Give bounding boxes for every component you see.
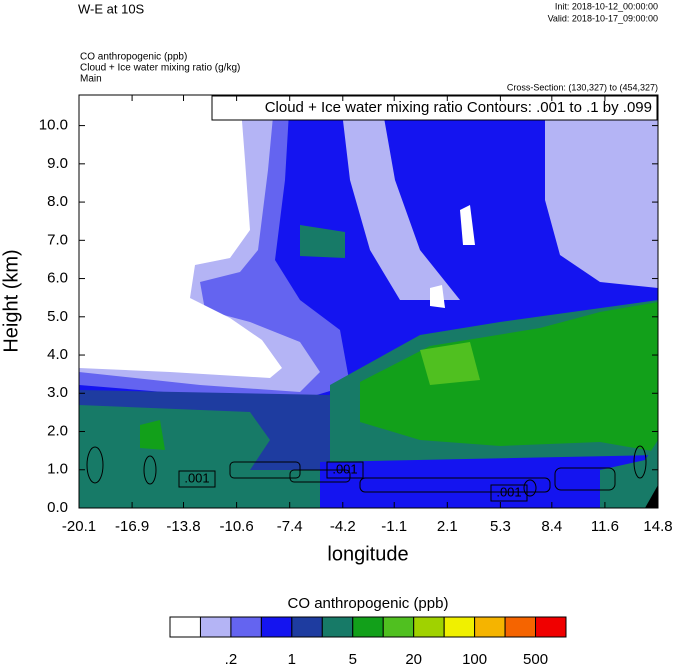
- y-tick-label: 8.0: [47, 193, 68, 210]
- colorbar-box: [291, 616, 323, 638]
- colorbar-box: [535, 616, 567, 638]
- y-tick-label: 0.0: [47, 499, 68, 516]
- valid-time: Valid: 2018-10-17_09:00:00: [548, 13, 658, 23]
- y-tick-label: 5.0: [47, 308, 68, 325]
- colorbar-box: [169, 616, 201, 638]
- contour-info: Cloud + Ice water mixing ratio Contours:…: [265, 99, 652, 116]
- cross-section: Cross-Section: (130,327) to (454,327): [507, 82, 658, 92]
- contour-label: .001: [496, 484, 521, 499]
- y-axis-label: Height (km): [0, 249, 22, 352]
- contour-field: [79, 95, 658, 508]
- plot-frame: [78, 94, 659, 509]
- colorbar-label: 500: [523, 651, 548, 667]
- x-tick-label: -4.2: [330, 518, 356, 535]
- x-tick-label: 5.3: [490, 518, 511, 535]
- colorbar-box: [474, 616, 506, 638]
- colorbar-label: 5: [349, 651, 357, 667]
- field-label: Cloud + Ice water mixing ratio (g/kg): [80, 63, 240, 74]
- contour-label: .001: [184, 470, 209, 485]
- y-tick-label: 6.0: [47, 270, 68, 287]
- contour-label-box: [326, 461, 364, 479]
- x-axis-label: longitude: [327, 543, 408, 565]
- x-tick-label: -1.1: [381, 518, 407, 535]
- x-tick-label: -10.6: [220, 518, 254, 535]
- contour-label: .001: [332, 461, 357, 476]
- colorbar-box: [260, 616, 293, 638]
- field-label: CO anthropogenic (ppb): [80, 52, 187, 63]
- colorbar-box: [230, 616, 262, 638]
- field-label: Main: [80, 74, 102, 85]
- x-tick-label: 11.6: [591, 518, 619, 535]
- y-tick-label: 1.0: [47, 461, 68, 478]
- y-tick-label: 9.0: [47, 155, 68, 172]
- colorbar-box: [382, 616, 415, 638]
- x-tick-label: 8.4: [541, 518, 562, 535]
- y-tick-label: 10.0: [39, 117, 68, 134]
- y-tick-label: 4.0: [47, 346, 68, 363]
- x-tick-label: -13.8: [166, 518, 200, 535]
- contour-info-box: [211, 95, 658, 121]
- colorbar-box: [413, 616, 445, 638]
- colorbar-label: 100: [462, 651, 487, 667]
- x-tick-label: -16.9: [115, 518, 149, 535]
- contour-label-box: [178, 470, 216, 488]
- colorbar-label: 20: [405, 651, 422, 667]
- colorbar-box: [352, 616, 384, 638]
- colorbar-box: [504, 616, 537, 638]
- y-tick-label: 3.0: [47, 384, 68, 401]
- title: W-E at 10S: [78, 1, 145, 16]
- y-tick-label: 2.0: [47, 422, 68, 439]
- colorbar-label: .2: [225, 651, 238, 667]
- colorbar-box: [443, 616, 476, 638]
- x-tick-label: 2.1: [437, 518, 458, 535]
- y-tick-label: 7.0: [47, 231, 68, 248]
- colorbar-box: [321, 616, 354, 638]
- contour-label-box: [490, 484, 528, 502]
- init-time: Init: 2018-10-12_00:00:00: [555, 1, 658, 11]
- colorbar-box: [199, 616, 232, 638]
- x-tick-label: -7.4: [277, 518, 303, 535]
- x-tick-label: -20.1: [62, 518, 96, 535]
- x-tick-label: 14.8: [643, 518, 672, 535]
- colorbar-title: CO anthropogenic (ppb): [288, 595, 449, 612]
- colorbar-label: 1: [288, 651, 296, 667]
